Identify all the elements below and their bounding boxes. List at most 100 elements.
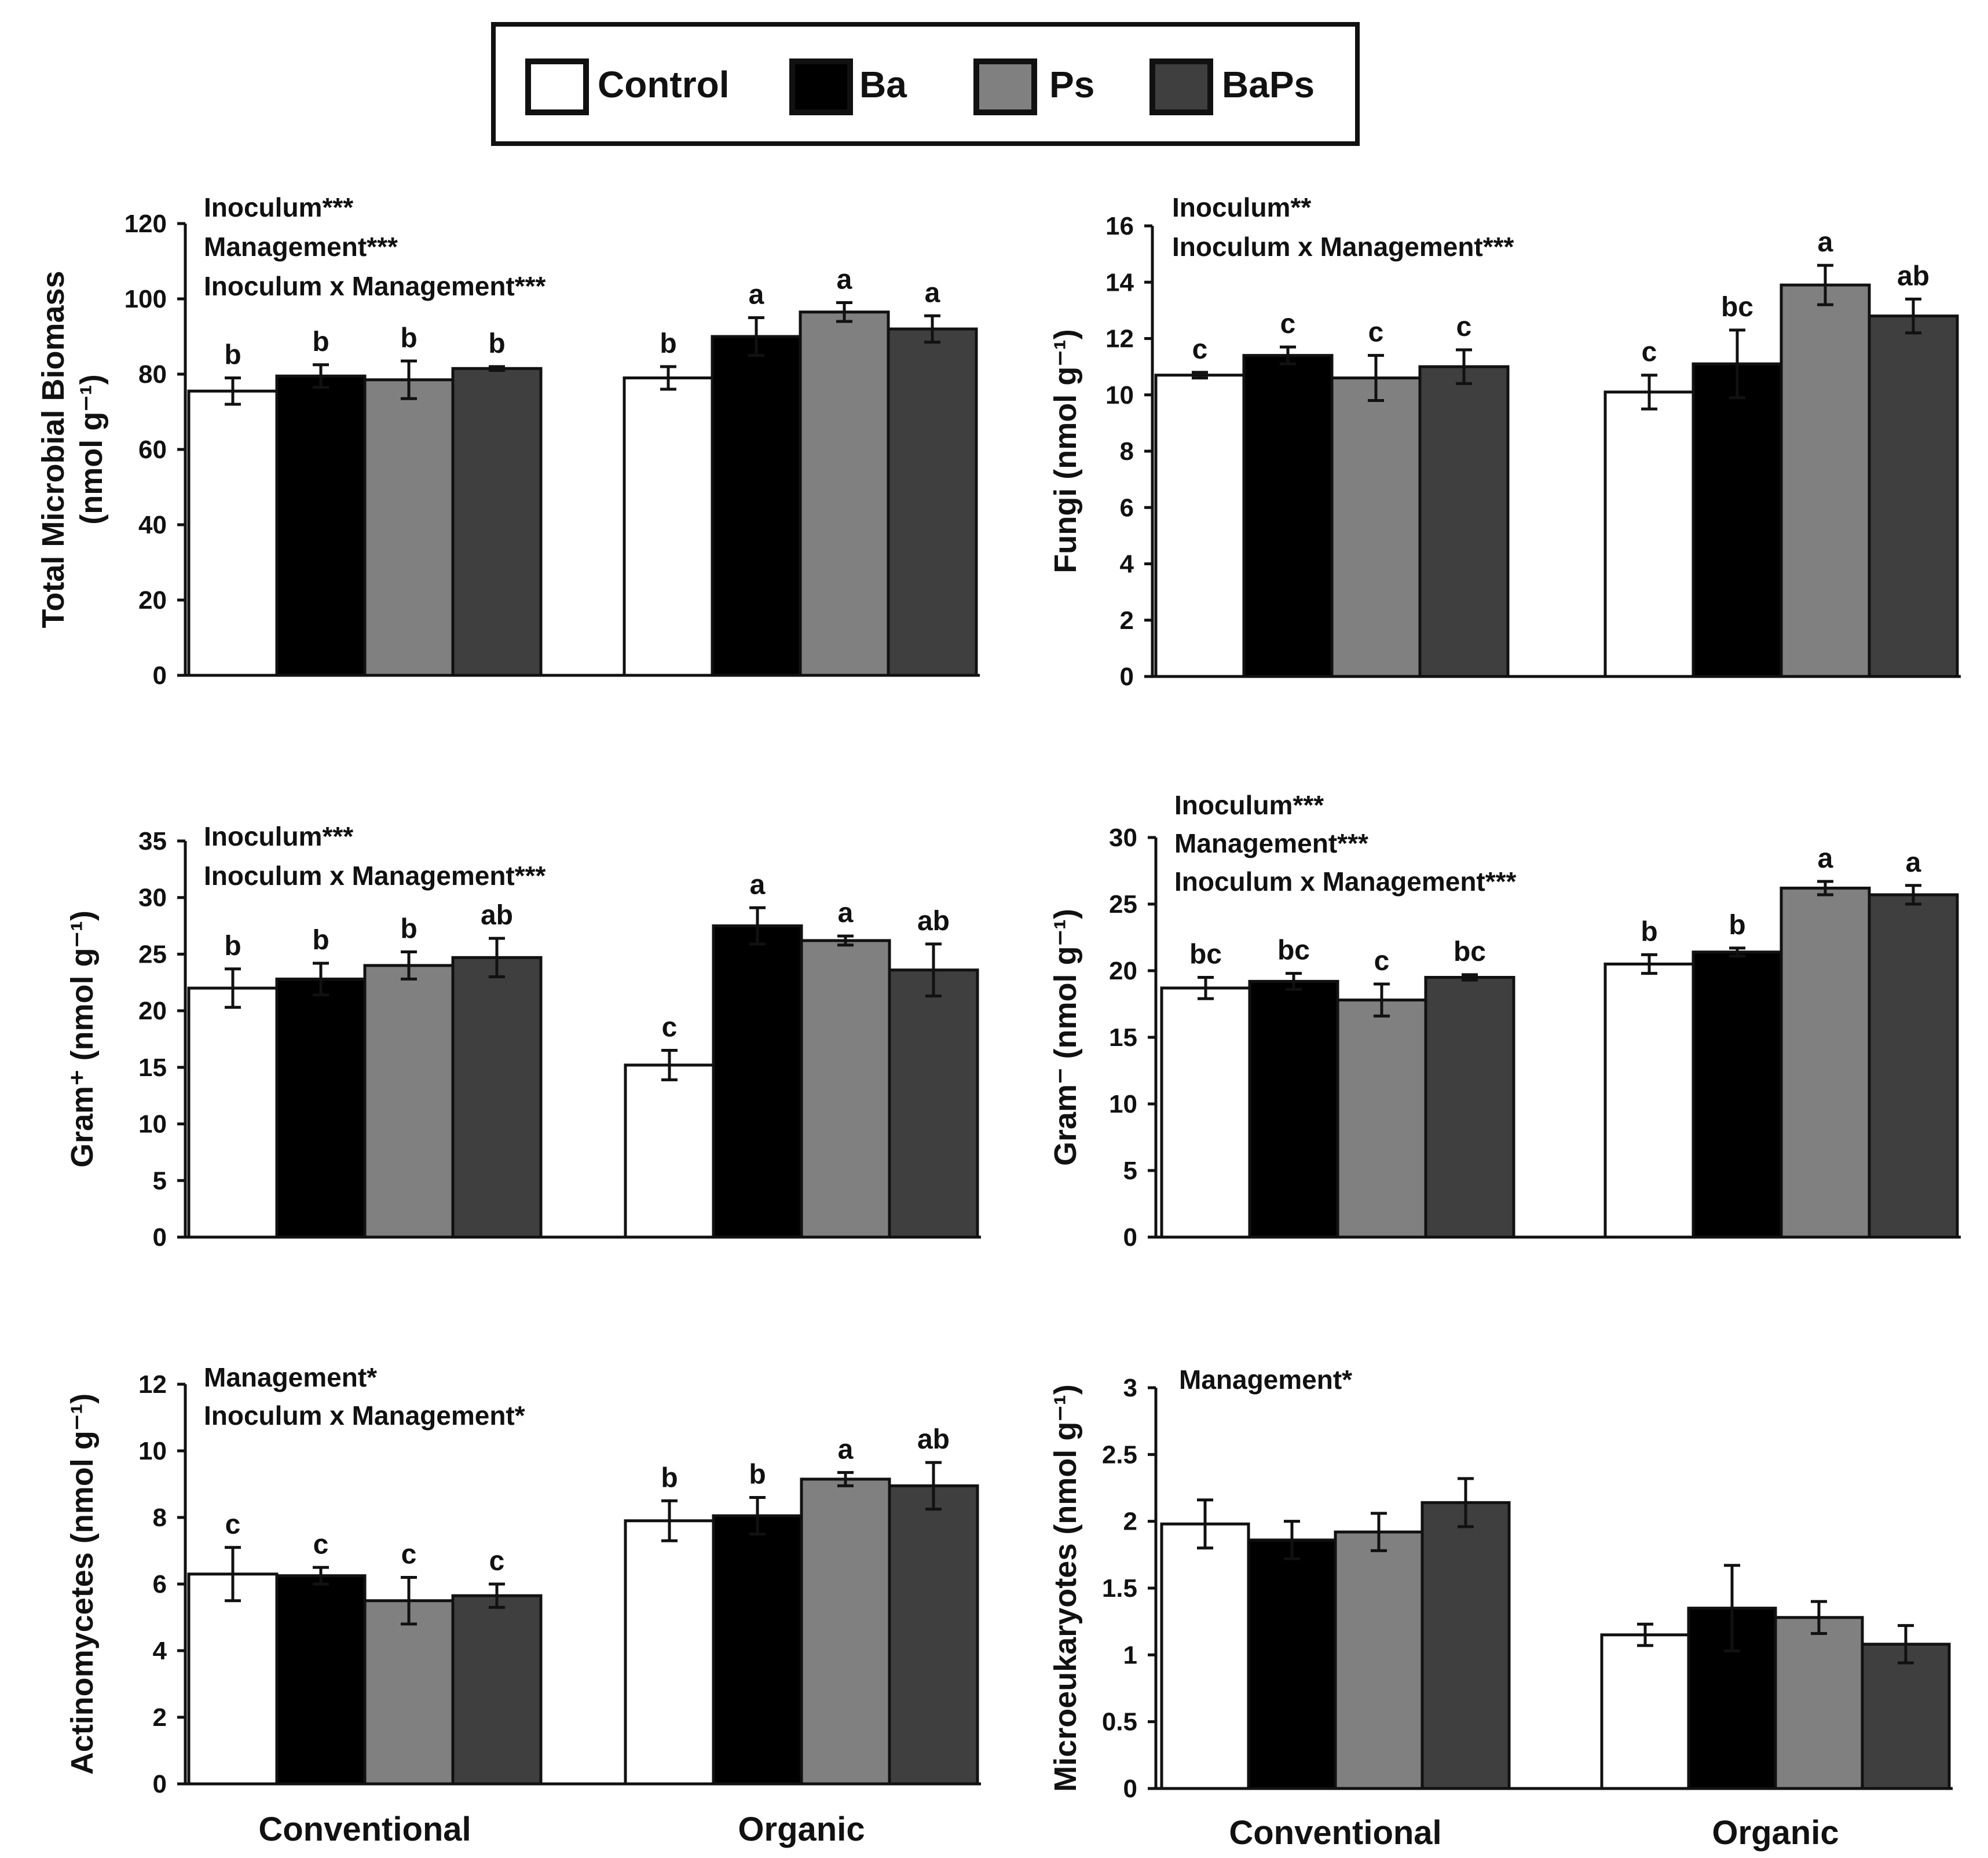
y-tick-label: 80: [138, 360, 167, 389]
error-bar-ba-conventional: [1286, 972, 1302, 991]
error-bar-ba-organic: [749, 1496, 766, 1536]
bar-ps-organic: [1774, 1616, 1864, 1790]
error-bar-control-conventional: [1198, 976, 1214, 1000]
chart-panel-5: c b c b c a c ab 0 2 4 6 8 10 12 Actinomycetes (nmol g⁻…: [65, 1362, 981, 1848]
y-tick-label: 25: [138, 940, 167, 968]
significance-letter: a: [837, 265, 852, 295]
y-tick-label: 15: [1109, 1023, 1137, 1052]
y-tick-label: 40: [138, 511, 167, 539]
error-bar-ps-conventional: [1368, 354, 1384, 402]
bar-control-organic: [1603, 390, 1695, 678]
y-tick-label: 0: [1123, 1775, 1137, 1803]
bar-control-conventional: [1160, 1522, 1250, 1790]
bar-ba-organic: [711, 335, 802, 677]
y-tick-label: 10: [1109, 1090, 1137, 1118]
legend-swatch-baps: [1149, 58, 1213, 115]
legend-swatch-ps: [973, 58, 1037, 115]
legend-label-ba: Ba: [859, 64, 907, 105]
error-bar-control-conventional: [225, 376, 241, 406]
bar-ps-conventional: [1330, 376, 1422, 678]
error-bar-ps-organic: [837, 934, 854, 947]
bar-control-organic: [624, 1519, 715, 1786]
x-category-label-conventional: Conventional: [258, 1811, 471, 1848]
y-tick-label: 60: [138, 436, 167, 464]
significance-letter: b: [749, 1460, 766, 1490]
y-axis-label: Fungi (nmol g⁻¹): [1048, 329, 1083, 573]
error-bar-control-organic: [661, 1499, 678, 1542]
significance-letter: c: [225, 1509, 241, 1540]
error-bar-baps-conventional: [1458, 1477, 1474, 1528]
error-bar-control-organic: [660, 365, 676, 391]
significance-annotation: Inoculum**: [1172, 192, 1311, 222]
y-axis-label: Actinomycetes (nmol g⁻¹): [65, 1394, 100, 1775]
y-tick-label: 12: [1105, 325, 1134, 353]
y-tick-label: 1.5: [1102, 1574, 1137, 1603]
bar-control-organic: [1603, 963, 1695, 1239]
x-category-label-organic: Organic: [738, 1811, 865, 1848]
error-bar-ba-organic: [748, 316, 764, 357]
bar-ba-organic: [1692, 362, 1783, 678]
error-bar-ps-organic: [1817, 880, 1833, 897]
significance-letter: c: [1374, 946, 1390, 976]
error-bar-control-organic: [1641, 374, 1657, 411]
significance-letter: b: [224, 340, 241, 371]
bar-baps-organic: [888, 968, 979, 1239]
legend-label-control: Control: [598, 64, 730, 105]
bar-ba-organic: [712, 924, 803, 1239]
error-bar-baps-conventional: [489, 1582, 505, 1609]
bar-baps-conventional: [451, 367, 543, 677]
significance-annotation: Inoculum***: [204, 192, 353, 222]
chart-panel-2: c c c bc c a c ab 0 2 4 6 8 10 12 14 16 Fungi (nmol g⁻¹) I…: [1048, 192, 1961, 691]
bar-baps-conventional: [451, 956, 543, 1239]
y-axis-label: Gram⁻ (nmol g⁻¹): [1048, 909, 1083, 1166]
y-tick-label: 1: [1123, 1641, 1137, 1669]
significance-annotation: Inoculum x Management***: [204, 861, 546, 891]
legend-swatch-ba: [789, 58, 853, 115]
y-tick-label: 30: [138, 884, 167, 912]
significance-annotation: Inoculum x Management*: [204, 1400, 525, 1431]
y-tick-label: 8: [1120, 437, 1134, 466]
error-bar-ba-organic: [749, 906, 766, 946]
significance-letter: b: [400, 914, 417, 945]
y-tick-label: 16: [1105, 212, 1134, 240]
error-bar-ps-conventional: [401, 1576, 417, 1626]
y-tick-label: 100: [125, 285, 167, 313]
y-tick-label: 0: [153, 1770, 167, 1798]
error-bar-baps-organic: [925, 1461, 942, 1511]
y-tick-label: 15: [138, 1054, 167, 1082]
bar-control-conventional: [1160, 986, 1251, 1239]
y-tick-label: 4: [153, 1637, 167, 1665]
significance-letter: c: [1642, 337, 1657, 368]
significance-annotation: Inoculum***: [1174, 790, 1324, 820]
error-bar-control-conventional: [1192, 371, 1208, 380]
significance-letter: bc: [1454, 937, 1486, 967]
y-tick-label: 0: [153, 1223, 167, 1252]
y-tick-label: 5: [1123, 1157, 1137, 1185]
bar-baps-conventional: [1420, 1501, 1511, 1790]
bar-ba-conventional: [1247, 1538, 1337, 1790]
error-bar-baps-conventional: [1456, 348, 1472, 385]
y-tick-label: 0: [1123, 1223, 1137, 1252]
bar-ba-conventional: [275, 977, 367, 1239]
significance-letter: bc: [1721, 292, 1753, 323]
bar-baps-conventional: [1424, 976, 1515, 1239]
bar-baps-organic: [1861, 1643, 1951, 1790]
bar-ps-conventional: [1334, 1530, 1424, 1790]
significance-letter: ab: [1897, 261, 1930, 291]
bar-control-organic: [624, 1063, 715, 1239]
significance-letter: c: [313, 1529, 329, 1560]
bar-ba-organic: [712, 1514, 803, 1786]
significance-letter: c: [1280, 309, 1296, 339]
significance-annotation: Inoculum***: [204, 821, 353, 851]
error-bar-control-organic: [1637, 1622, 1653, 1647]
significance-letter: b: [1729, 910, 1745, 941]
y-tick-label: 10: [138, 1437, 167, 1465]
error-bar-ba-organic: [1729, 946, 1745, 958]
bar-ps-conventional: [1336, 999, 1427, 1239]
y-tick-label: 20: [138, 997, 167, 1025]
bar-baps-organic: [888, 1484, 979, 1786]
bar-ps-conventional: [363, 1599, 455, 1786]
